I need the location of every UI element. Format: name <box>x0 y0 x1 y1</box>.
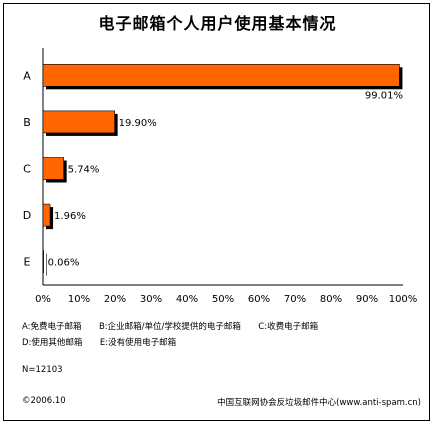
category-label: A <box>23 69 31 82</box>
legend-item-e: E:没有使用电子邮箱 <box>99 338 177 348</box>
x-tick-label: 10% <box>68 294 90 305</box>
x-tick-label: 70% <box>284 294 306 305</box>
bar <box>42 110 115 134</box>
bar <box>42 250 44 273</box>
x-tick-label: 80% <box>320 294 342 305</box>
x-tick-label: 90% <box>356 294 378 305</box>
x-tick-label: 50% <box>212 294 234 305</box>
value-label: 99.01% <box>365 90 403 101</box>
legend-item-c: C:收费电子邮箱 <box>258 322 319 332</box>
x-tick-label: 100% <box>389 294 418 305</box>
category-label: E <box>24 256 31 269</box>
category-label: B <box>23 116 31 129</box>
value-label: 1.96% <box>54 211 86 222</box>
value-label: 19.90% <box>119 118 157 129</box>
bar <box>42 64 400 87</box>
bar-shadow <box>46 253 47 276</box>
legend-row-1: A:免费电子邮箱 B:企业邮箱/单位/学校提供的电子邮箱 C:收费电子邮箱 <box>22 320 318 332</box>
x-tick-label: 30% <box>140 294 162 305</box>
category-label: D <box>23 209 31 222</box>
chart-frame <box>3 3 430 421</box>
value-label: 5.74% <box>68 165 100 176</box>
x-tick-label: 40% <box>176 294 198 305</box>
x-tick-label: 0% <box>35 294 51 305</box>
sample-size: N=12103 <box>22 365 63 375</box>
chart-title: 电子邮箱个人用户使用基本情况 <box>98 14 337 33</box>
bar <box>42 157 64 180</box>
legend-item-a: A:免费电子邮箱 <box>22 322 82 332</box>
category-label: C <box>23 163 31 176</box>
copyright-year: ©2006.10 <box>22 396 66 406</box>
value-label: 0.06% <box>48 258 80 269</box>
legend-row-2: D:使用其他邮箱 E:没有使用电子邮箱 <box>22 336 176 348</box>
x-tick-label: 60% <box>248 294 270 305</box>
legend-item-d: D:使用其他邮箱 <box>22 338 83 348</box>
bar <box>42 203 51 227</box>
legend-item-b: B:企业邮箱/单位/学校提供的电子邮箱 <box>98 322 241 332</box>
source-credit: 中国互联网协会反垃圾邮件中心(www.anti-spam.cn) <box>217 398 421 408</box>
x-tick-label: 20% <box>104 294 126 305</box>
